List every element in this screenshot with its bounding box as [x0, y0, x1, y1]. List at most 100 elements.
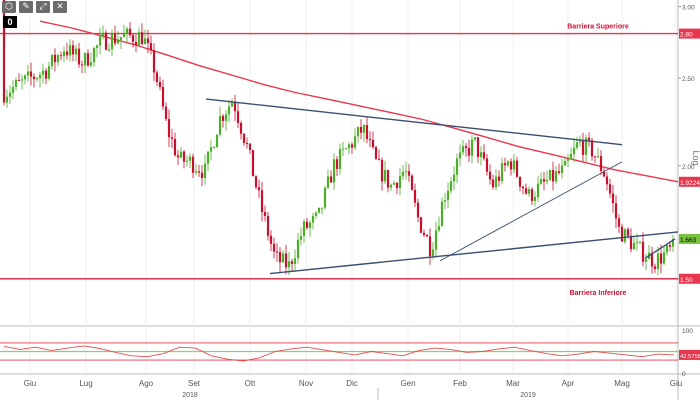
candle-body [338, 149, 342, 169]
candle-body [107, 49, 111, 51]
oscillator-tick-label: 100 [682, 328, 693, 335]
candle-body [50, 54, 54, 67]
candle-body [209, 147, 213, 152]
candle-body [272, 243, 276, 252]
candle-body [329, 176, 333, 183]
candle-body [281, 253, 285, 263]
month-tick-label: Set [188, 379, 201, 388]
candle-body [629, 235, 633, 250]
candle-body [398, 176, 402, 189]
month-tick-label: Mag [614, 379, 630, 388]
trendline [439, 161, 623, 262]
candle-body [221, 115, 225, 121]
candle-body [464, 146, 468, 149]
candle-body [638, 241, 642, 243]
candle-body [482, 152, 486, 159]
ma-value-tag: 1.9224 [680, 180, 700, 187]
candle-body [122, 33, 126, 38]
candle-body [395, 182, 399, 189]
candle-body [389, 184, 393, 188]
candle-body [59, 55, 63, 57]
candle-body [227, 106, 231, 115]
candle-body [263, 212, 267, 216]
candle-body [203, 163, 207, 179]
candle-body [2, 0, 6, 103]
month-tick-label: Giu [670, 379, 682, 388]
trendline [269, 231, 679, 275]
candle-body [98, 36, 102, 46]
barrier-price-tag-bg [679, 273, 700, 284]
candle-body [155, 72, 159, 82]
candle-body [491, 179, 495, 188]
candle-body [440, 201, 444, 227]
candle-body [545, 180, 549, 182]
last-price-tag: 1.663 [680, 237, 697, 244]
candle-body [347, 144, 351, 149]
candle-body [617, 218, 621, 227]
candle-body [32, 76, 36, 80]
moving-average-line [39, 20, 679, 183]
candle-body [437, 226, 441, 231]
oscillator-tick-label: 0 [682, 371, 686, 378]
candle-body [416, 202, 420, 218]
candle-body [128, 28, 132, 36]
resize-icon[interactable]: ⤢ [36, 1, 50, 13]
candle-body [56, 55, 60, 63]
candle-body [377, 158, 381, 160]
candle-body [125, 28, 129, 34]
candle-body [536, 183, 540, 198]
candle-body [584, 137, 588, 155]
candle-body [269, 235, 273, 244]
candle-body [404, 171, 408, 173]
oscillator-value-tag-bg [679, 349, 700, 360]
candle-body [167, 119, 171, 138]
candle-body [620, 226, 624, 242]
candle-body [530, 189, 534, 201]
candle-body [26, 71, 30, 76]
candle-body [188, 156, 192, 161]
candle-body [83, 53, 87, 66]
pencil-icon[interactable]: ✎ [19, 1, 33, 13]
candle-body [401, 171, 405, 177]
candle-body [614, 203, 618, 219]
candle-body [350, 144, 354, 148]
candle-body [515, 160, 519, 177]
candle-body [557, 171, 561, 173]
candle-body [446, 190, 450, 201]
month-tick-label: Lug [79, 379, 92, 388]
candle-body [92, 47, 96, 63]
last-price-tag-bg [679, 233, 700, 244]
candle-body [260, 190, 264, 213]
candle-body [131, 35, 135, 42]
candle-body [230, 102, 234, 107]
month-tick-label: Dic [346, 379, 358, 388]
candle-body [386, 170, 390, 188]
candle-body [290, 261, 294, 264]
candle-body [392, 182, 396, 185]
candle-body [326, 176, 330, 188]
line-draw-icon[interactable]: ⬡ [2, 1, 16, 13]
candle-body [575, 142, 579, 148]
candle-body [551, 169, 555, 182]
candle-body [668, 245, 672, 247]
candle-body [419, 217, 423, 233]
candle-body [470, 139, 474, 156]
candle-body [431, 249, 435, 257]
candle-body [149, 43, 153, 51]
ma-value-tag-bg [679, 176, 700, 187]
candle-body [356, 126, 360, 137]
panel-label[interactable]: 0 [3, 16, 17, 28]
candle-body [368, 138, 372, 140]
close-icon[interactable]: ✕ [53, 1, 67, 13]
candle-body [308, 222, 312, 228]
candle-body [137, 32, 141, 46]
candle-body [284, 253, 288, 268]
candle-body [644, 259, 648, 262]
candle-body [239, 122, 243, 134]
candle-body [467, 148, 471, 156]
candle-body [365, 125, 369, 139]
candle-body [71, 45, 75, 55]
candle-body [320, 207, 324, 209]
candle-body [143, 38, 147, 45]
candle-body [278, 251, 282, 263]
